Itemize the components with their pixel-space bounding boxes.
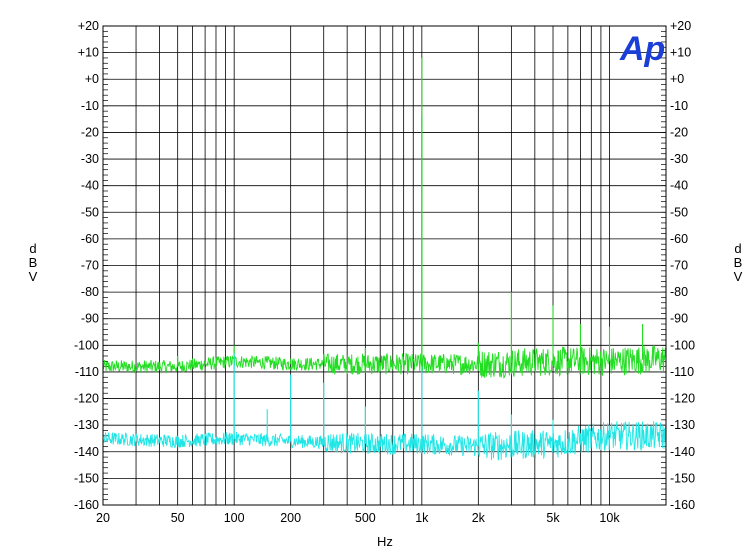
y-tick-label: -160 [74,498,99,512]
x-tick-labels: 20 50 100 200 500 1k 2k 5k 10k [96,511,620,525]
y-tick-label: -130 [670,418,695,432]
y-tick-label: -150 [670,471,695,485]
x-tick-label: 200 [280,511,301,525]
series-layer [102,57,667,461]
y-axis-title-char: V [29,269,38,284]
series-cyan [102,353,667,461]
y-tick-label: -20 [81,125,99,139]
plot-frame [102,25,667,506]
x-axis-title: Hz [377,534,393,549]
y-tick-label: -10 [81,99,99,113]
y-tick-label: -80 [670,285,688,299]
y-tick-label: -70 [670,259,688,273]
y-tick-label: -120 [670,392,695,406]
x-tick-label: 50 [171,511,185,525]
y-tick-label: -140 [670,445,695,459]
x-tick-label: 100 [224,511,245,525]
series-noise-trace [102,421,667,461]
y-tick-label: -30 [81,152,99,166]
series-noise-trace [102,344,667,379]
y-tick-label: -60 [81,232,99,246]
y-tick-label: -110 [670,365,694,379]
y-axis-title-char: B [29,255,38,270]
y-axis-title-char: V [734,269,743,284]
y-tick-label: -130 [74,418,99,432]
y-tick-label: -90 [670,312,688,326]
x-tick-label: 5k [546,511,560,525]
y-tick-label: -100 [670,338,695,352]
y-tick-label: -30 [670,152,688,166]
y-tick-labels-left: +20 +10 +0 -10 -20 -30 -40 -50 -60 -70 -80 -90 -100 -… [74,19,99,512]
y-axis-title-char: d [734,241,741,256]
y-tick-label: +10 [670,46,691,60]
y-axis-title-left: dBV [29,241,38,284]
y-tick-label: -80 [81,285,99,299]
y-tick-label: -70 [81,259,99,273]
y-tick-label: -50 [81,205,99,219]
y-tick-label: -120 [74,392,99,406]
y-tick-label: -140 [74,445,99,459]
x-tick-label: 1k [415,511,429,525]
y-tick-labels-right: +20 +10 +0 -10 -20 -30 -40 -50 -60 -70 -80 -90 -100 -… [670,19,695,512]
y-tick-label: -110 [75,365,99,379]
y-tick-label: -40 [670,179,688,193]
y-tick-label: -100 [74,338,99,352]
y-tick-label: -60 [670,232,688,246]
y-tick-label: +20 [78,19,99,33]
y-tick-label: -50 [670,205,688,219]
y-tick-label: -90 [81,312,99,326]
y-tick-label: -10 [670,99,688,113]
y-tick-label: -40 [81,179,99,193]
y-tick-label: +0 [670,72,684,86]
y-axis-title-char: d [29,241,36,256]
y-axis-title-char: B [734,255,743,270]
x-tick-label: 500 [355,511,376,525]
x-tick-label: 20 [96,511,110,525]
y-tick-label: -160 [670,498,695,512]
y-tick-label: -150 [74,471,99,485]
y-tick-label: +20 [670,19,691,33]
ap-logo: Ap [619,30,665,68]
y-tick-label: +0 [85,72,99,86]
x-tick-label: 2k [472,511,486,525]
y-tick-label: +10 [78,46,99,60]
y-axis-title-right: dBV [734,241,743,284]
x-tick-label: 10k [599,511,620,525]
series-green [102,57,667,379]
y-tick-label: -20 [670,125,688,139]
